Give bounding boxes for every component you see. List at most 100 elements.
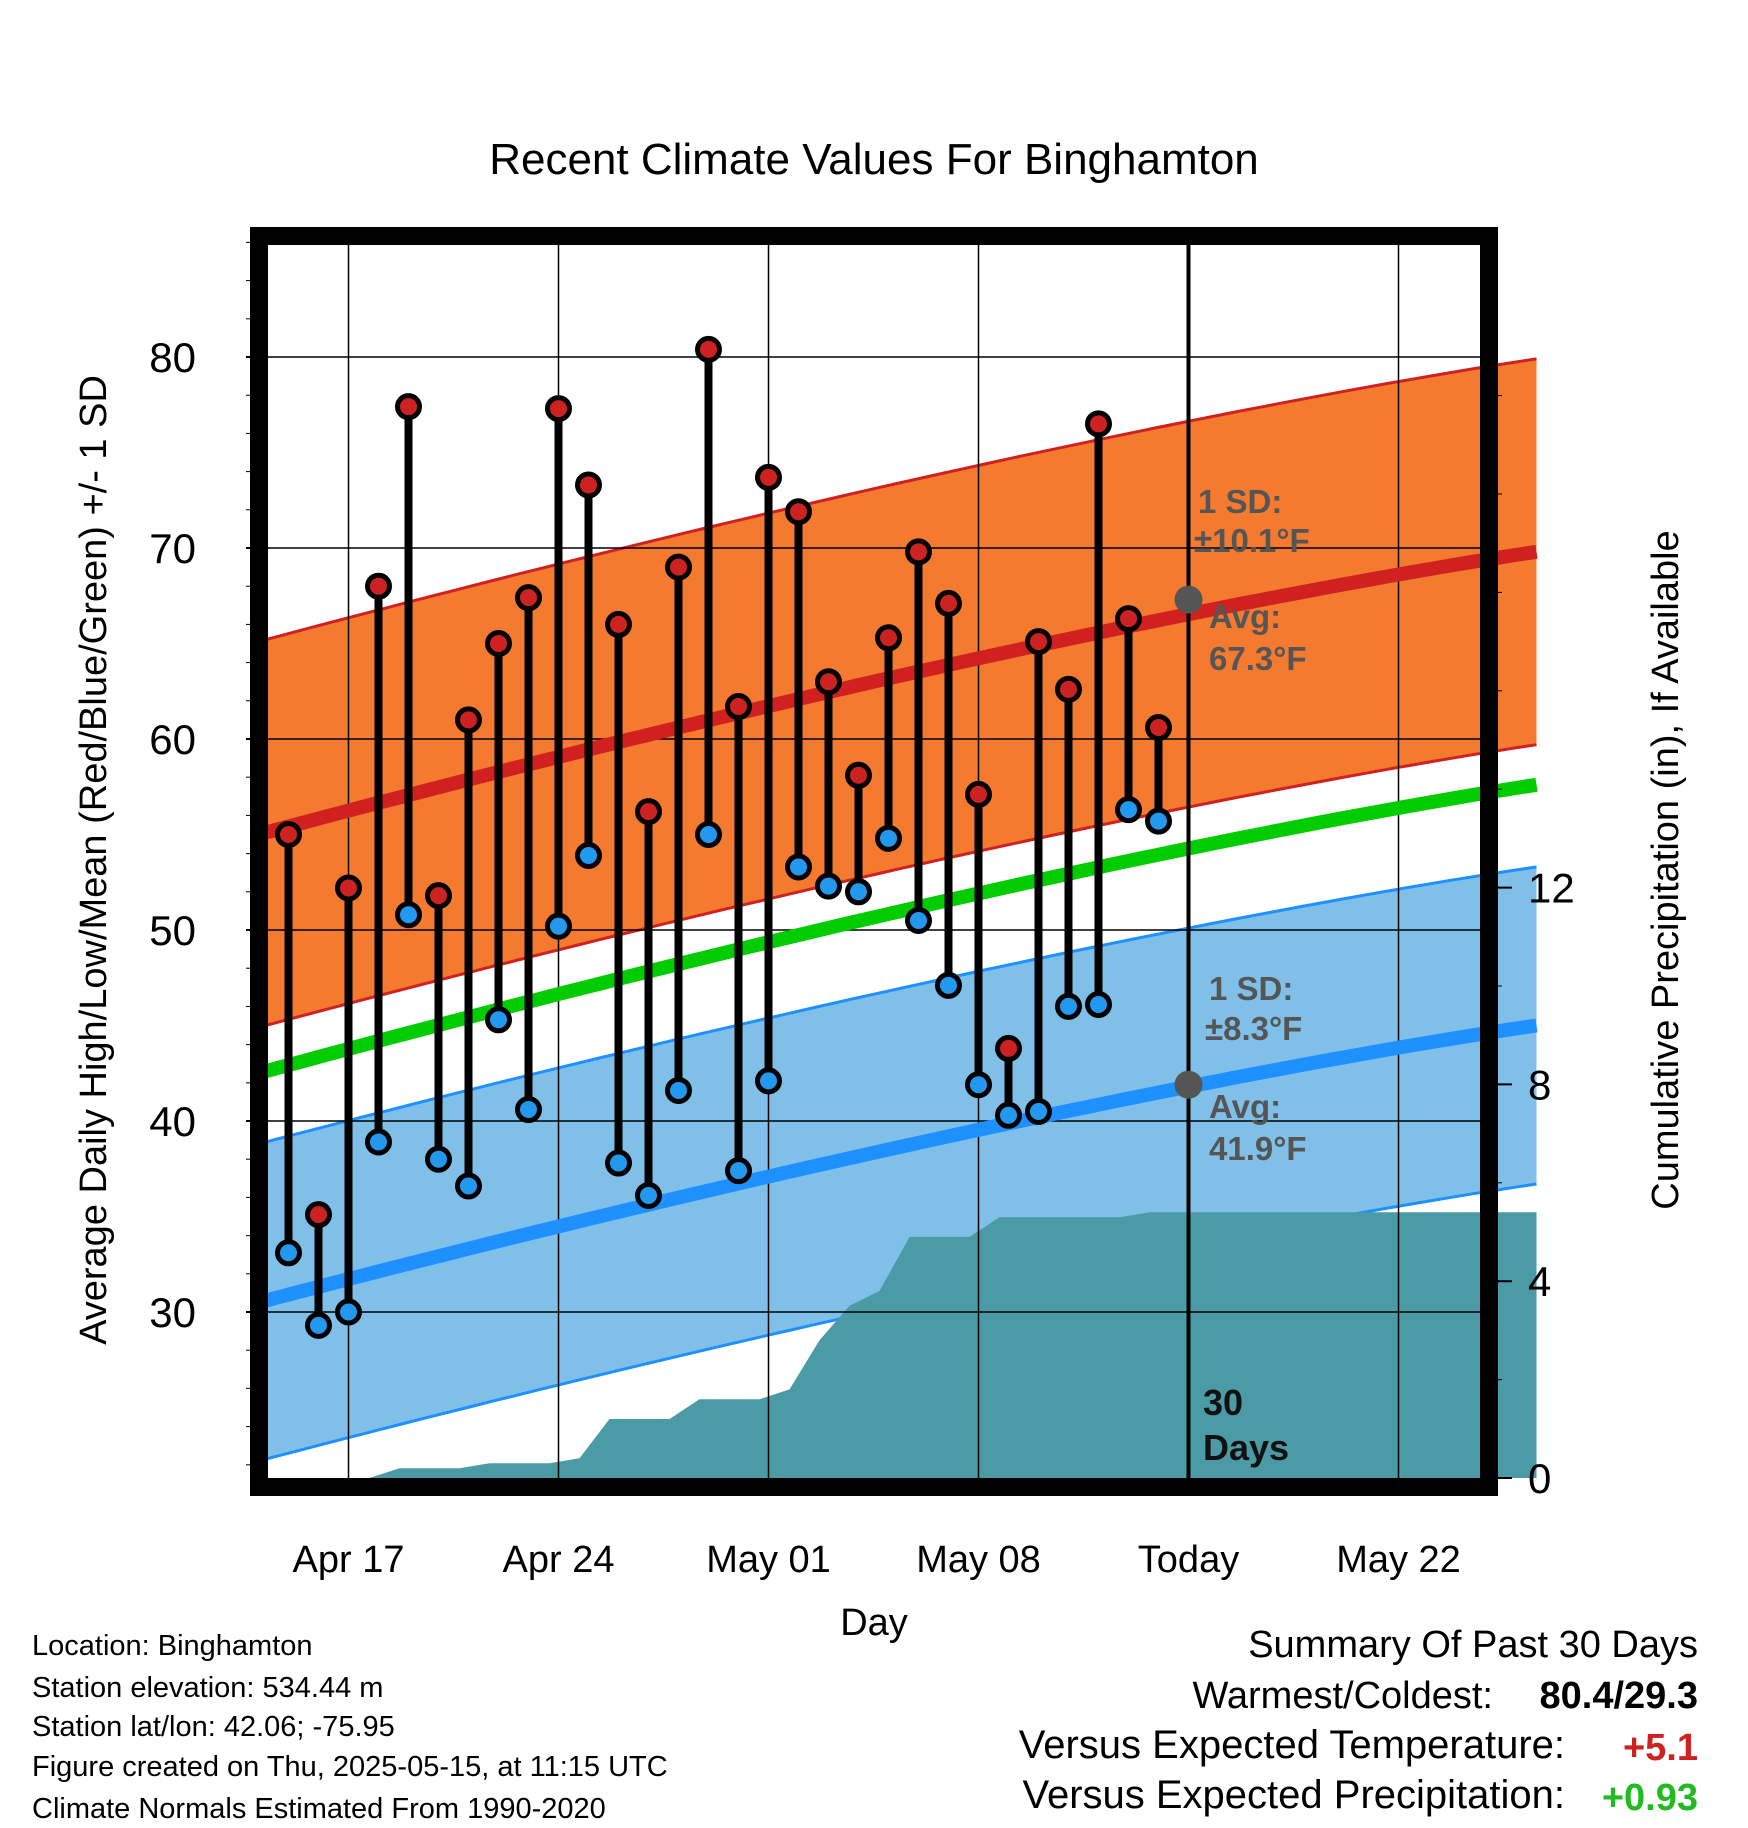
low-point: [305, 1311, 332, 1339]
low-point: [1025, 1097, 1052, 1125]
days-word: Days: [1203, 1427, 1289, 1468]
day-bar: [1055, 675, 1082, 1020]
axes: 30 40 50 60 70 80 0 4 8 12 Apr 17 Apr 24 May 01 May 0…: [149, 241, 1575, 1581]
x-tick-label: Apr 17: [293, 1539, 405, 1581]
low-point: [845, 878, 872, 906]
high-point: [545, 395, 572, 423]
info-created: Figure created on Thu, 2025-05-15, at 11…: [32, 1751, 668, 1783]
y2-axis-label: Cumulative Precipitation (in), If Availa…: [1645, 530, 1687, 1209]
high-sd-value: ±10.1°F: [1194, 522, 1310, 559]
day-bar: [905, 538, 932, 934]
high-point: [875, 624, 902, 652]
high-band-upper-edge: [258, 357, 1537, 644]
y2-tick-label: 12: [1528, 865, 1575, 912]
low-avg-value: 41.9°F: [1209, 1130, 1307, 1167]
summary-panel: Summary Of Past 30 Days Warmest/Coldest:…: [1019, 1624, 1698, 1819]
y-tick-label: 80: [149, 334, 196, 381]
x-tick-label: May 01: [706, 1539, 831, 1581]
low-point: [725, 1157, 752, 1185]
chart-title: Recent Climate Values For Binghamton: [489, 135, 1259, 184]
low-point: [395, 901, 422, 929]
high-point: [755, 463, 782, 491]
day-bar: [1145, 714, 1172, 835]
summary-precip-value: +0.93: [1602, 1777, 1698, 1819]
day-bar: [455, 706, 482, 1200]
low-point: [365, 1128, 392, 1156]
high-point: [305, 1201, 332, 1229]
day-bar: [575, 471, 602, 870]
low-point: [515, 1096, 542, 1124]
plot-border: [250, 227, 1498, 1496]
low-point: [335, 1298, 362, 1326]
high-point: [1025, 628, 1052, 656]
y2-tick-label: 0: [1528, 1455, 1551, 1502]
high-point: [845, 761, 872, 789]
high-point: [785, 498, 812, 526]
day-bar: [365, 572, 392, 1156]
low-sd-value: ±8.3°F: [1205, 1010, 1302, 1047]
low-point: [425, 1145, 452, 1173]
normal-low-line: [256, 1018, 1538, 1310]
low-point: [875, 824, 902, 852]
low-point: [935, 971, 962, 999]
high-point: [635, 798, 662, 826]
info-location: Location: Binghamton: [32, 1630, 313, 1662]
low-point: [785, 853, 812, 881]
day-bar: [1115, 605, 1142, 824]
summary-title: Summary Of Past 30 Days: [1248, 1624, 1698, 1666]
low-point: [485, 1006, 512, 1034]
low-point: [1145, 807, 1172, 835]
high-avg-dot: [1174, 585, 1203, 614]
day-bar: [875, 624, 902, 852]
days-annotation: 30 Days: [1203, 1382, 1289, 1468]
low-annotation: 1 SD: ±8.3°F Avg: 41.9°F: [1205, 970, 1307, 1167]
low-point: [1085, 990, 1112, 1018]
low-point: [1055, 992, 1082, 1020]
day-bar: [425, 882, 452, 1173]
low-point: [605, 1149, 632, 1177]
day-bar: [665, 553, 692, 1104]
low-point: [695, 821, 722, 848]
low-point: [995, 1101, 1022, 1129]
high-avg-value: 67.3°F: [1209, 640, 1307, 677]
high-point: [395, 393, 422, 421]
day-bar: [485, 630, 512, 1034]
info-elevation: Station elevation: 534.44 m: [32, 1672, 383, 1704]
high-sd-title: 1 SD:: [1198, 483, 1282, 520]
day-bar: [605, 610, 632, 1177]
day-bar: [785, 498, 812, 881]
high-point: [605, 610, 632, 638]
precip-area: [258, 1212, 1537, 1478]
summary-warm-cold-value: 80.4/29.3: [1540, 1675, 1698, 1717]
day-bar: [995, 1034, 1022, 1129]
x-axis-label: Day: [840, 1602, 908, 1644]
info-normals: Climate Normals Estimated From 1990-2020: [32, 1793, 606, 1825]
high-point: [935, 589, 962, 617]
day-bar: [1025, 628, 1052, 1125]
low-avg-dot: [1174, 1070, 1203, 1099]
low-point: [635, 1181, 662, 1209]
high-point: [725, 693, 752, 721]
day-bar: [515, 584, 542, 1124]
high-point: [365, 572, 392, 600]
day-bar: [545, 395, 572, 940]
high-annotation: 1 SD: ±10.1°F Avg: 67.3°F: [1194, 483, 1310, 677]
high-point: [455, 706, 482, 734]
day-bar: [275, 821, 302, 1267]
summary-precip-label: Versus Expected Precipitation:: [1022, 1773, 1565, 1817]
low-point: [1115, 796, 1142, 824]
y-tick-label: 30: [149, 1289, 196, 1336]
info-latlon: Station lat/lon: 42.06; -75.95: [32, 1711, 395, 1743]
high-point: [1055, 675, 1082, 703]
y2-tick-label: 8: [1528, 1061, 1551, 1108]
precipitation-area: [258, 1212, 1537, 1478]
day-bar: [395, 393, 422, 929]
high-point: [425, 882, 452, 910]
high-point: [695, 335, 722, 363]
low-sd-title: 1 SD:: [1209, 970, 1293, 1007]
y2-tick-label: 4: [1528, 1258, 1551, 1305]
high-avg-title: Avg:: [1209, 598, 1281, 635]
low-point: [815, 872, 842, 900]
low-point: [455, 1172, 482, 1200]
